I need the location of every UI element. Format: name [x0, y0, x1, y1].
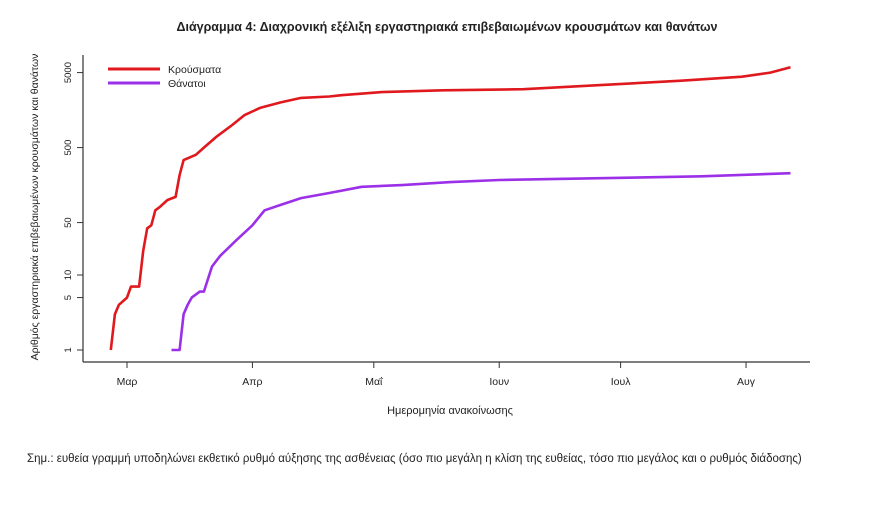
- x-tick-label: Ιουν: [489, 376, 509, 388]
- x-tick-label: Ιουλ: [611, 376, 631, 388]
- y-tick-label: 5000: [63, 62, 74, 83]
- y-tick-label: 10: [63, 270, 74, 281]
- series-line-deaths: [171, 171, 791, 352]
- y-tick-label: 500: [63, 140, 74, 156]
- footnote: Σημ.: ευθεία γραμμή υποδηλώνει εκθετικό …: [27, 453, 802, 465]
- x-tick-label: Αυγ: [737, 376, 756, 388]
- chart: Διάγραμμα 4: Διαχρονική εξέλιξη εργαστηρ…: [29, 20, 810, 417]
- y-axis-label: Αριθμός εργαστηριακά επιβεβαιωμένων κρου…: [29, 54, 41, 361]
- x-tick-label: Μαρ: [117, 376, 138, 388]
- y-tick-label: 5: [63, 295, 74, 300]
- x-tick-label: Μαΐ: [365, 376, 383, 388]
- legend-label-deaths: Θάνατοι: [168, 78, 206, 90]
- x-axis-label: Ημερομηνία ανακοίνωσης: [387, 405, 513, 417]
- chart-title: Διάγραμμα 4: Διαχρονική εξέλιξη εργαστηρ…: [176, 20, 717, 34]
- legend-label-cases: Κρούσματα: [168, 64, 221, 76]
- y-tick-label: 1: [63, 347, 74, 352]
- x-tick-label: Απρ: [242, 376, 262, 388]
- legend: Κρούσματα Θάνατοι: [108, 64, 221, 90]
- series-line-cases: [109, 65, 791, 351]
- y-tick-label: 50: [63, 217, 74, 228]
